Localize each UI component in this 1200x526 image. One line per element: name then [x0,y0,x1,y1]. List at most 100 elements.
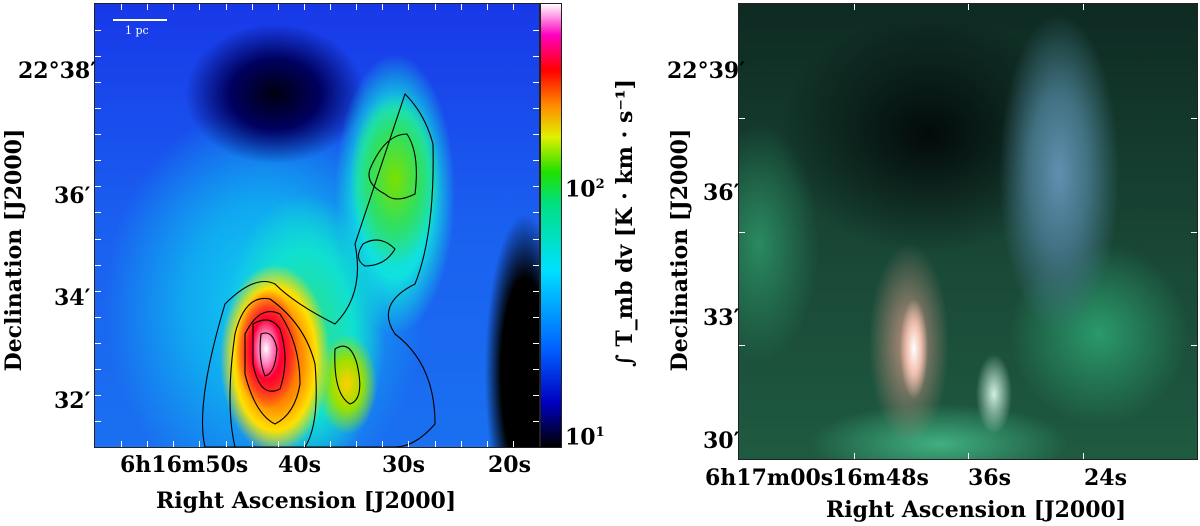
axis-tick-mark [533,82,539,84]
axis-tick-mark [199,4,201,10]
axis-tick-mark [95,134,101,136]
contour-3 [244,310,301,425]
axis-tick-mark [533,342,539,344]
axis-tick-mark [533,186,539,188]
y-tick: 36′ [703,180,740,206]
contour-south-clump [334,345,361,405]
scale-bar-label: 1 pc [125,24,149,37]
x-tick: 16m48s [832,465,929,491]
axis-tick-mark [95,316,101,318]
axis-tick-mark [533,56,539,58]
y-axis-label: Declination [J2000] [1,128,27,372]
contour-2 [229,297,317,447]
axis-tick-mark [95,394,101,396]
axis-tick-mark [173,441,175,447]
y-tick: 22°38′ [18,58,97,84]
axis-tick-mark [533,212,539,214]
axis-tick-mark [460,441,462,447]
axis-tick-mark [533,290,539,292]
axis-tick-mark [330,441,332,447]
contour-north-1 [368,133,417,200]
axis-tick-mark [95,30,101,32]
axis-tick-mark [356,4,358,10]
axis-tick-mark [533,316,539,318]
x-tick: 20s [488,452,532,478]
contour-outer [201,92,436,447]
colorbar [540,3,562,448]
colorbar-label: ∫ T_mb dv [K · km · s⁻¹] [612,79,638,367]
x-axis-label: Right Ascension [J2000] [826,497,1127,523]
axis-tick-mark [1082,4,1084,10]
axis-tick-mark [303,441,305,447]
axis-tick-mark [95,108,101,110]
axis-tick-mark [1191,231,1197,233]
y-tick: 32′ [54,388,91,414]
axis-tick-mark [95,160,101,162]
axis-tick-mark [533,394,539,396]
colorbar-tick-100: 102 [565,176,605,203]
axis-tick-mark [486,441,488,447]
axis-tick-mark [460,4,462,10]
axis-tick-mark [533,264,539,266]
y-tick: 34′ [54,285,91,311]
axis-tick-mark [303,4,305,10]
axis-tick-mark [121,4,123,10]
x-tick: 40s [278,452,322,478]
axis-tick-mark [739,345,745,347]
axis-tick-mark [968,4,969,10]
axis-tick-mark [739,117,745,119]
x-axis-label: Right Ascension [J2000] [156,488,457,514]
axis-tick-mark [1082,453,1084,459]
axis-tick-mark [225,4,227,10]
axis-tick-mark [512,4,514,10]
axis-tick-mark [486,4,488,10]
axis-tick-mark [382,441,384,447]
x-tick: 30s [382,452,426,478]
axis-tick-mark [277,4,279,10]
axis-tick-mark [1191,345,1197,347]
axis-tick-mark [408,441,410,447]
axis-tick-mark [147,4,149,10]
x-tick: 6h17m00s [705,465,834,491]
axis-tick-mark [533,368,539,370]
axis-tick-mark [853,453,855,459]
axis-tick-mark [533,160,539,162]
axis-tick-mark [95,238,101,240]
axis-tick-mark [251,4,253,10]
axis-tick-mark [512,441,514,447]
y-axis-label: Declination [J2000] [667,128,693,372]
axis-tick-mark [356,441,358,447]
contour-5 [259,332,278,377]
scale-bar [113,19,167,21]
x-tick: 6h16m50s [120,452,249,478]
axis-tick-mark [277,441,279,447]
axis-tick-mark [173,4,175,10]
y-tick: 36′ [54,183,91,209]
contour-4 [252,319,286,392]
y-tick: 33′ [703,305,740,331]
axis-tick-mark [95,186,101,188]
axis-tick-mark [533,30,539,32]
axis-tick-mark [739,231,745,233]
axis-tick-mark [147,441,149,447]
axis-tick-mark [95,264,101,266]
axis-tick-mark [121,441,123,447]
axis-tick-mark [95,212,101,214]
integrated-intensity-map: 1 pc [94,3,540,448]
axis-tick-mark [533,420,539,422]
axis-tick-mark [408,4,410,10]
axis-tick-mark [434,4,436,10]
axis-tick-mark [968,453,969,459]
axis-tick-mark [533,134,539,136]
axis-tick-mark [199,441,201,447]
axis-tick-mark [95,82,101,84]
axis-tick-mark [1191,117,1197,119]
axis-tick-mark [95,56,101,58]
axis-tick-mark [95,290,101,292]
axis-tick-mark [533,238,539,240]
x-tick: 24s [1084,465,1128,491]
axis-tick-mark [330,4,332,10]
axis-tick-mark [853,4,855,10]
y-tick: 22°39′ [667,58,746,84]
axis-tick-mark [225,441,227,447]
